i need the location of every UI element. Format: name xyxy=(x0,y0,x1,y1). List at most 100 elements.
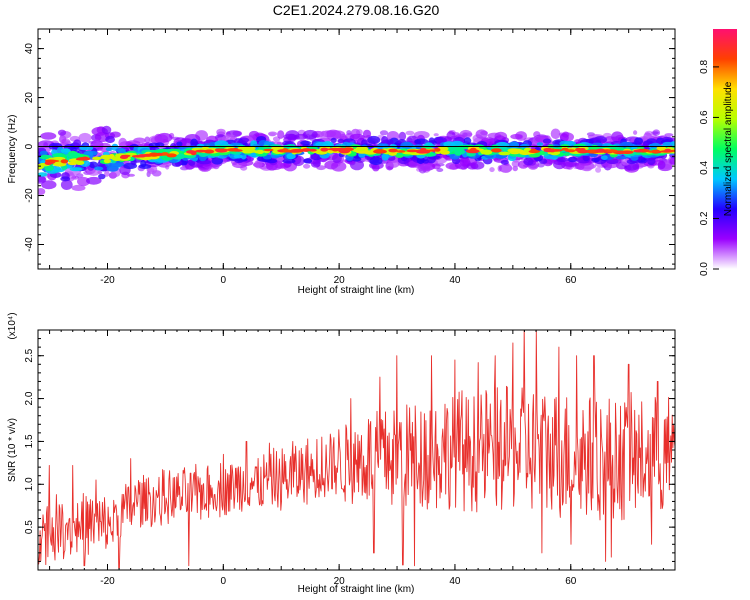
heatmap-cell xyxy=(542,138,552,144)
heatmap-cell xyxy=(98,173,106,180)
heatmap-cell xyxy=(576,161,585,171)
x-tick-label: 40 xyxy=(449,275,461,286)
heatmap-speck xyxy=(379,130,389,136)
colorbar: 0.0 0.2 0.4 0.6 0.8 Normalized spectral ampl… xyxy=(699,29,737,276)
heatmap-cell xyxy=(198,152,208,157)
heatmap-speck xyxy=(633,130,638,135)
heatmap-cell xyxy=(634,137,644,145)
heatmap-cell xyxy=(356,148,366,152)
heatmap-cell xyxy=(312,158,321,167)
heatmap-cell xyxy=(39,154,52,160)
heatmap-cell xyxy=(616,150,625,155)
heatmap-cell xyxy=(203,149,215,154)
heatmap-cell xyxy=(100,154,113,160)
y-tick-label: -20 xyxy=(24,188,35,203)
heatmap-cell xyxy=(119,155,129,159)
heatmap-speck xyxy=(436,168,444,172)
heatmap-cell xyxy=(176,141,183,147)
colorbar-tick-label: 0.0 xyxy=(699,262,710,276)
heatmap-cell xyxy=(362,129,372,138)
heatmap-cell xyxy=(342,147,354,152)
heatmap-cell xyxy=(611,131,624,143)
heatmap-cell xyxy=(600,155,608,161)
heatmap-speck xyxy=(268,132,276,137)
heatmap-cell xyxy=(209,152,221,157)
heatmap-cell xyxy=(463,137,472,145)
heatmap-speck xyxy=(489,167,495,173)
heatmap-cell xyxy=(282,158,296,164)
heatmap-speck xyxy=(433,133,439,137)
heatmap-cell xyxy=(285,130,300,141)
y-tick-label: 40 xyxy=(24,43,35,55)
heatmap-cell xyxy=(577,149,589,154)
colorbar-tick-label: 0.2 xyxy=(699,211,710,225)
snr-series xyxy=(38,330,675,569)
heatmap-cell xyxy=(563,152,571,157)
heatmap-cell xyxy=(498,151,511,156)
snr-background xyxy=(38,330,675,570)
heatmap-cell xyxy=(265,158,278,164)
y-tick-label: 0.5 xyxy=(24,520,35,534)
heatmap-cell xyxy=(186,150,196,154)
heatmap-cell xyxy=(227,148,239,152)
heatmap-cell xyxy=(509,148,521,153)
heatmap-cell xyxy=(44,161,53,165)
heatmap-cell xyxy=(39,150,48,156)
heatmap-cell xyxy=(369,156,383,166)
heatmap-cell xyxy=(398,131,407,141)
heatmap-cell xyxy=(499,163,513,173)
heatmap-cell xyxy=(137,154,147,158)
heatmap-cell xyxy=(500,159,509,165)
heatmap-cell xyxy=(60,179,73,190)
x-tick-label: 40 xyxy=(449,576,461,587)
heatmap-cell xyxy=(367,135,381,145)
heatmap-cell xyxy=(406,149,419,153)
heatmap-cell xyxy=(69,167,83,172)
heatmap-cell xyxy=(455,146,465,152)
heatmap-cell xyxy=(330,137,337,143)
colorbar-tick-label: 0.8 xyxy=(699,60,710,74)
heatmap-cell xyxy=(232,161,248,169)
colorbar-tick-label: 0.4 xyxy=(699,161,710,175)
colorbar-gradient xyxy=(713,29,737,269)
heatmap-cell xyxy=(420,147,427,152)
heatmap-cell xyxy=(300,140,312,146)
x-tick-label: 60 xyxy=(565,576,577,587)
heatmap-cell xyxy=(105,135,115,144)
y-tick-label: 1.0 xyxy=(24,477,35,491)
heatmap-cell xyxy=(388,148,398,153)
spectrogram-heatmap xyxy=(38,125,675,195)
heatmap-speck xyxy=(595,167,602,173)
heatmap-cell xyxy=(86,176,102,185)
heatmap-cell xyxy=(38,188,46,195)
colorbar-tick-label: 0.6 xyxy=(699,110,710,124)
heatmap-cell xyxy=(303,129,318,140)
heatmap-cell xyxy=(75,160,85,165)
heatmap-cell xyxy=(148,142,161,149)
heatmap-cell xyxy=(381,136,389,145)
heatmap-cell xyxy=(60,159,69,164)
heatmap-cell xyxy=(349,133,365,141)
heatmap-cell xyxy=(528,149,541,154)
heatmap-cell xyxy=(45,159,56,163)
heatmap-cell xyxy=(414,138,429,145)
heatmap-cell xyxy=(256,149,265,154)
heatmap-cell xyxy=(556,157,569,163)
colorbar-ticks: 0.0 0.2 0.4 0.6 0.8 xyxy=(699,60,719,276)
heatmap-cell xyxy=(374,149,385,152)
heatmap-cell xyxy=(511,160,520,168)
heatmap-cell xyxy=(662,141,674,146)
heatmap-speck xyxy=(144,136,151,144)
heatmap-cell xyxy=(67,152,81,158)
heatmap-cell xyxy=(647,150,660,153)
heatmap-cell xyxy=(76,157,91,161)
heatmap-cell xyxy=(71,184,86,191)
heatmap-cell xyxy=(536,142,544,147)
x-tick-label: 0 xyxy=(221,275,227,286)
snr-line xyxy=(38,330,675,569)
heatmap-cell xyxy=(103,158,111,164)
heatmap-cell xyxy=(105,147,113,152)
heatmap-cell xyxy=(564,149,576,152)
heatmap-cell xyxy=(133,137,146,144)
